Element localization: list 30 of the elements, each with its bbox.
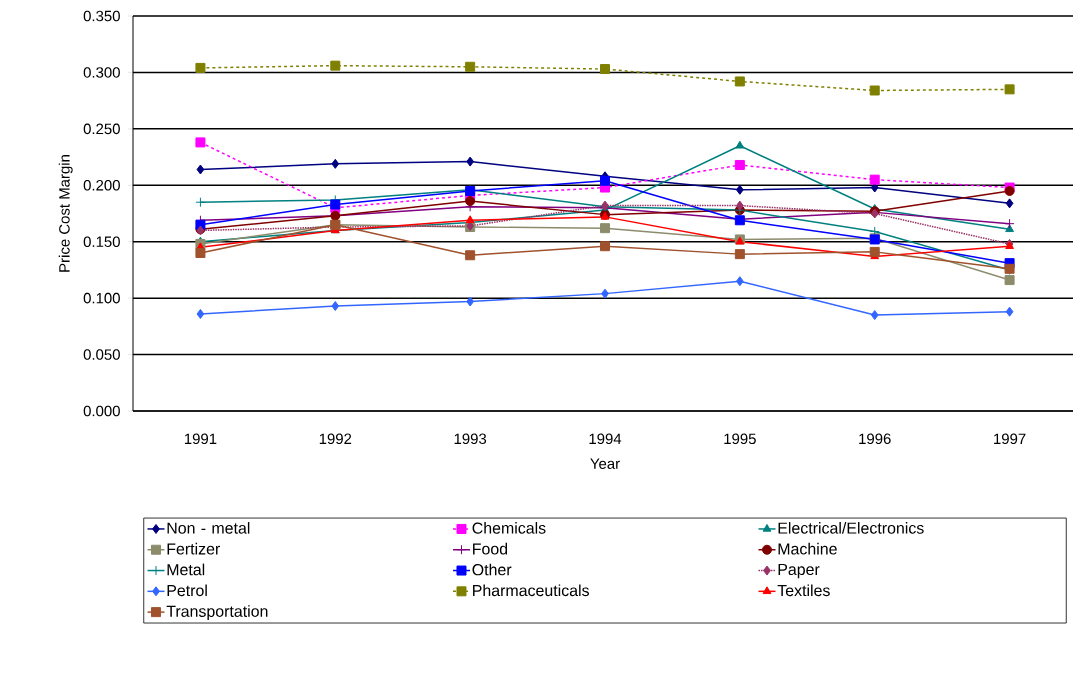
y-tick-label: 0.250 [83,123,120,135]
x-axis-title: Year [590,458,620,469]
y-tick-label: 0.050 [83,349,120,360]
legend-label: Electrical/Electronics [778,522,924,534]
legend-label: Chemicals [472,522,546,534]
y-tick-label: 0.100 [83,292,120,304]
legend-label: Other [472,563,512,576]
legend-label: Non - metal [167,522,250,534]
x-tick-label: 1994 [589,433,622,445]
x-tick-label: 1992 [319,433,352,445]
y-tick-label: 0.200 [83,179,120,191]
x-tick-label: 1996 [859,433,891,445]
legend-label: Paper [778,563,820,579]
x-tick-label: 1997 [994,433,1026,445]
legend-label: Textiles [777,584,830,597]
x-tick-label: 1995 [724,433,756,445]
legend-label: Fertizer [167,542,221,555]
y-tick-label: 0.350 [83,10,120,22]
y-axis-title: Price Cost Margin [58,155,73,272]
x-tick-label: 1993 [454,433,487,445]
y-tick-label: 0.000 [83,405,120,417]
legend-label: Transportation [166,605,268,621]
y-tick-label: 0.150 [83,236,120,247]
x-tick-label: 1991 [184,433,217,445]
legend-label: Metal [167,563,205,576]
legend-label: Pharmaceuticals [473,584,589,597]
legend-label: Machine [778,542,837,555]
y-tick-label: 0.300 [83,67,120,78]
legend-label: Petrol [167,584,207,597]
legend-label: Food [473,542,508,555]
